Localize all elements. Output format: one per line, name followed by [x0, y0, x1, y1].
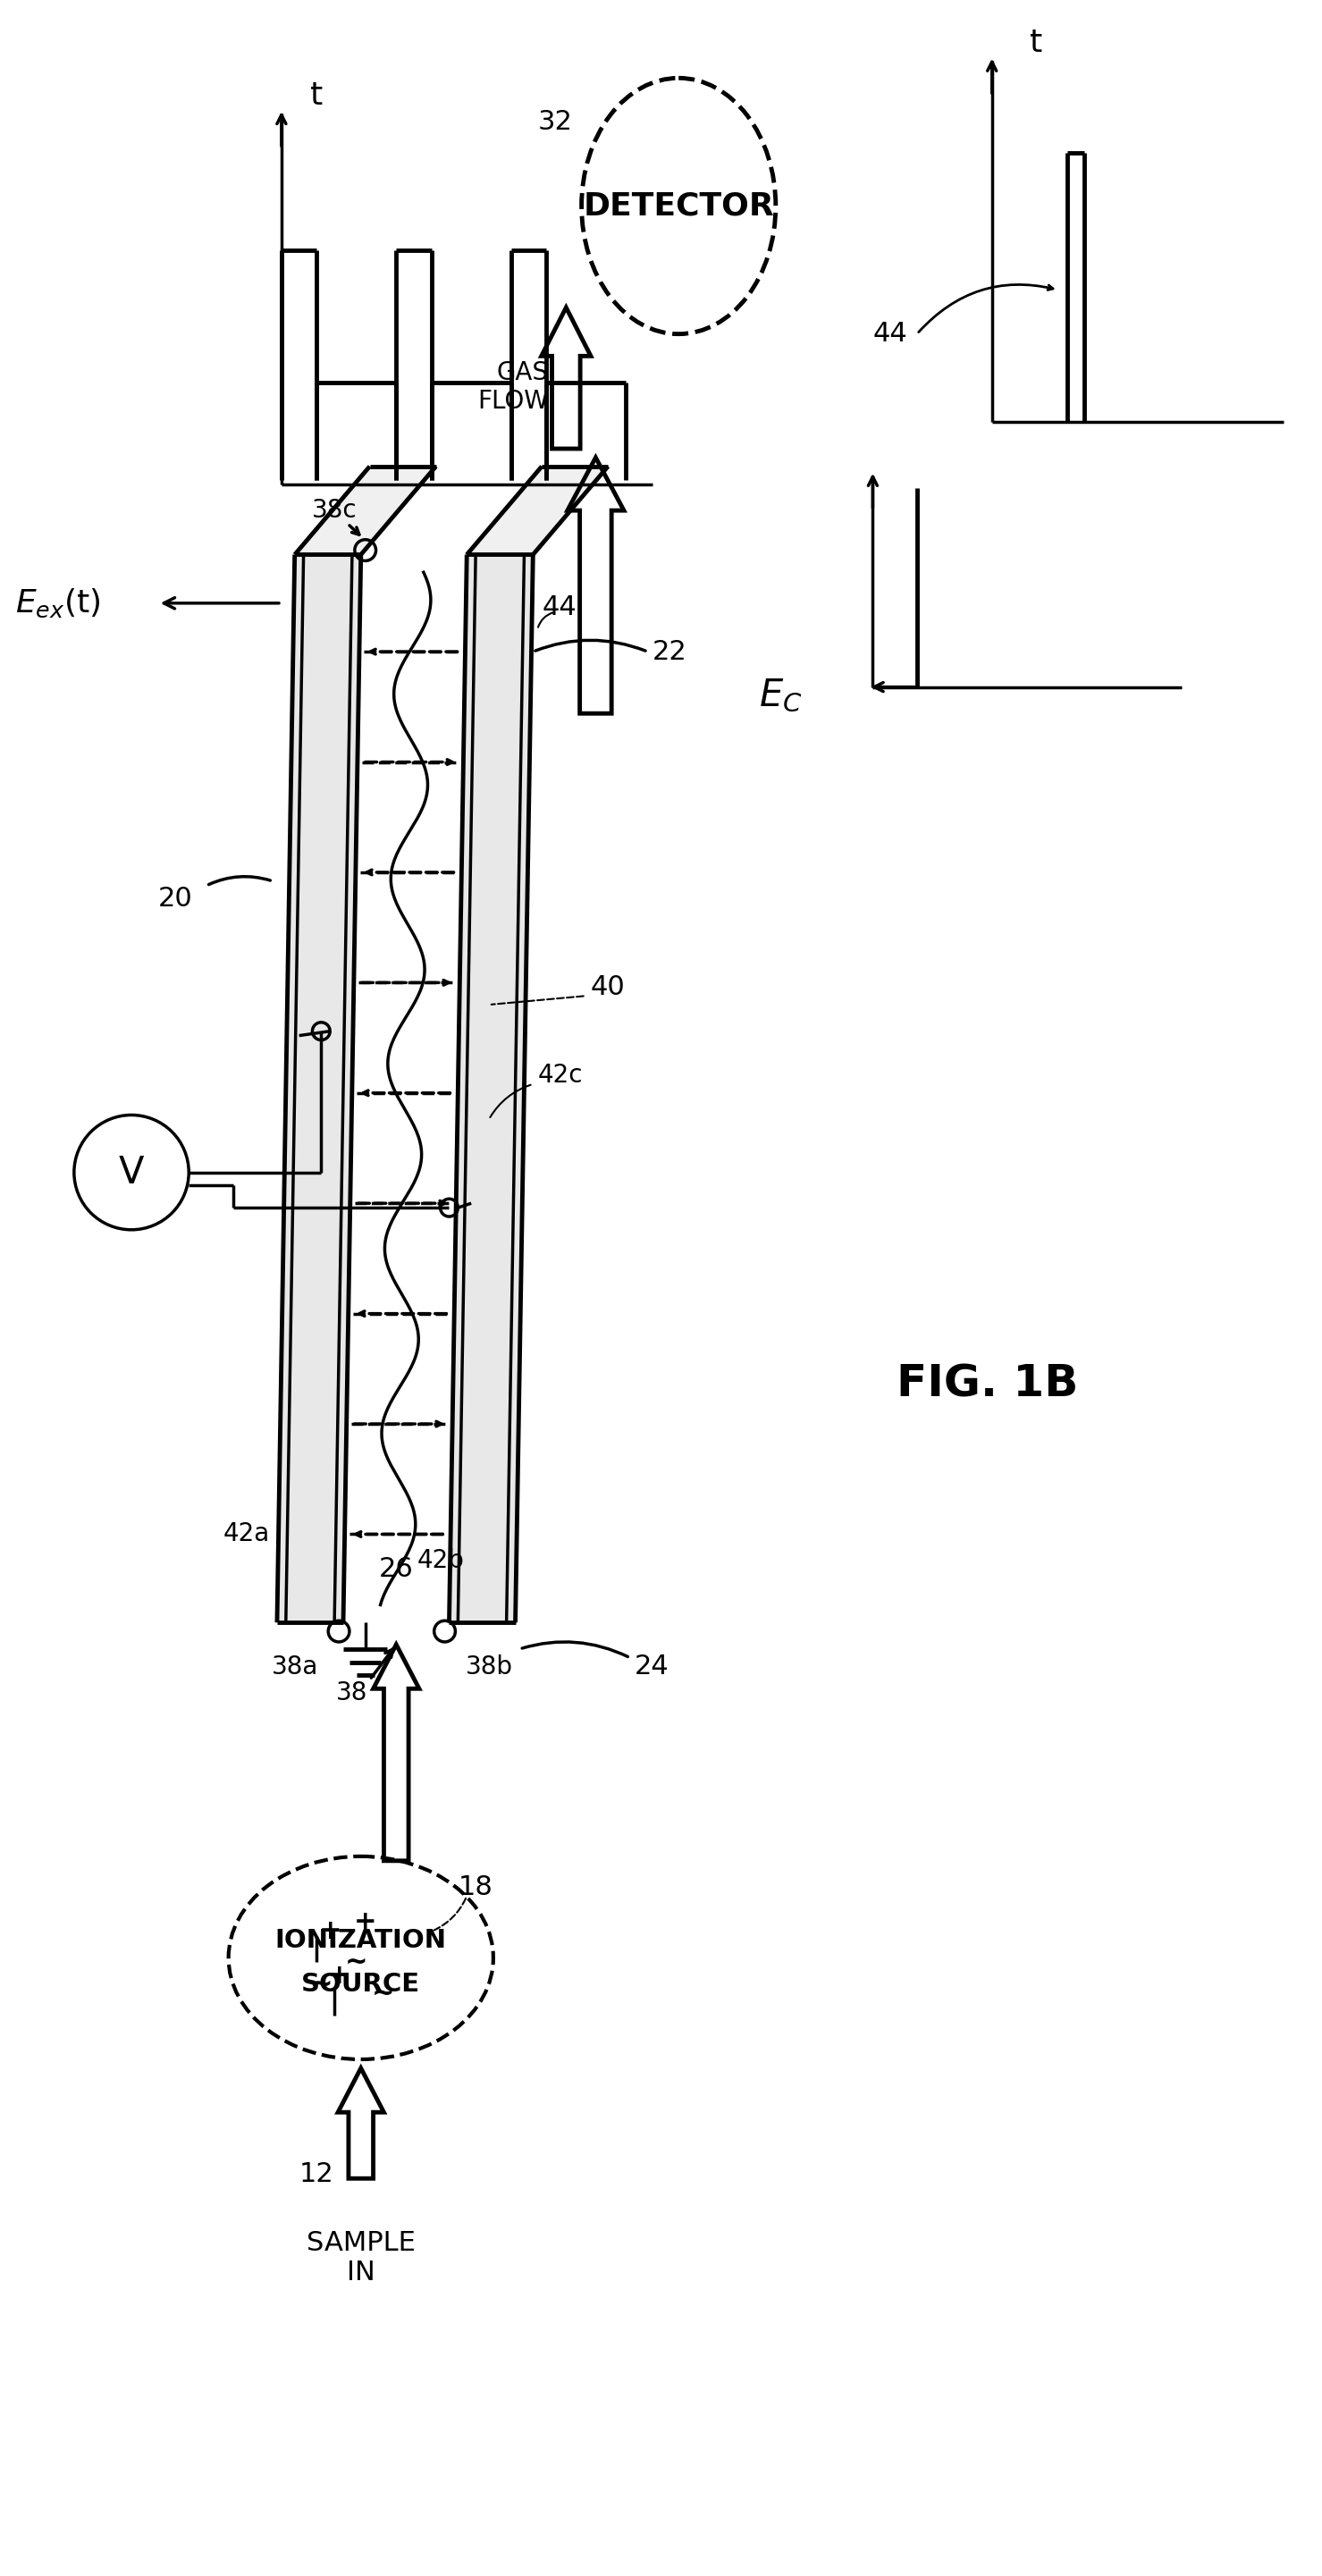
Text: FIG. 1B: FIG. 1B	[896, 1363, 1079, 1406]
Text: 42b: 42b	[416, 1548, 464, 1574]
Text: IONIZATION: IONIZATION	[275, 1927, 447, 1953]
Text: 38: 38	[336, 1680, 368, 1705]
Text: 18: 18	[459, 1875, 493, 1901]
Polygon shape	[295, 466, 436, 554]
Text: SOURCE: SOURCE	[301, 1971, 420, 1996]
Text: 32: 32	[538, 108, 572, 134]
Text: SAMPLE
IN: SAMPLE IN	[307, 2231, 415, 2285]
Text: $E_C$: $E_C$	[759, 677, 802, 714]
Text: ~: ~	[345, 1950, 368, 1976]
Polygon shape	[278, 554, 361, 1623]
Text: 12: 12	[300, 2161, 334, 2187]
Text: 42c: 42c	[538, 1064, 583, 1087]
Text: ~: ~	[371, 1981, 394, 2007]
Polygon shape	[467, 466, 608, 554]
Text: ~: ~	[309, 1971, 333, 1996]
Text: t: t	[311, 80, 323, 111]
Text: t: t	[1030, 28, 1043, 57]
Text: +: +	[354, 1909, 377, 1935]
Text: $E_{ex}$(t): $E_{ex}$(t)	[15, 587, 100, 618]
Text: 40: 40	[591, 974, 625, 999]
Text: 38b: 38b	[465, 1654, 513, 1680]
Text: V: V	[119, 1154, 144, 1190]
Text: +: +	[319, 1919, 341, 1945]
Text: 38c: 38c	[312, 497, 357, 523]
Text: GAS
FLOW: GAS FLOW	[477, 361, 549, 415]
Polygon shape	[449, 554, 533, 1623]
Text: 44: 44	[873, 322, 907, 348]
Text: 24: 24	[635, 1654, 669, 1680]
Text: 42a: 42a	[223, 1522, 270, 1546]
Text: 44: 44	[542, 595, 576, 621]
Text: +: +	[328, 1963, 350, 1989]
Text: 20: 20	[159, 886, 193, 912]
Text: 22: 22	[652, 639, 686, 665]
Text: 26: 26	[379, 1556, 414, 1582]
Text: 38a: 38a	[271, 1654, 319, 1680]
Text: DETECTOR: DETECTOR	[583, 191, 775, 222]
